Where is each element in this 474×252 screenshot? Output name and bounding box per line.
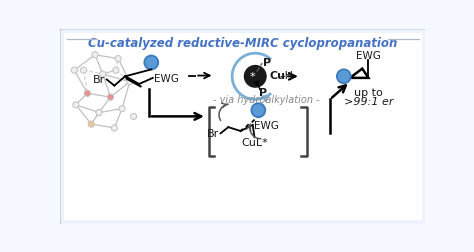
Circle shape xyxy=(100,72,106,78)
Circle shape xyxy=(71,68,77,74)
FancyBboxPatch shape xyxy=(60,29,426,225)
FancyBboxPatch shape xyxy=(64,34,421,220)
Text: *: * xyxy=(249,71,255,81)
Text: - via hydroalkylation -: - via hydroalkylation - xyxy=(213,95,319,105)
Circle shape xyxy=(115,56,121,62)
Text: P: P xyxy=(263,57,271,68)
Circle shape xyxy=(119,106,125,112)
Circle shape xyxy=(127,79,133,85)
Circle shape xyxy=(145,56,158,70)
Text: –H: –H xyxy=(280,71,294,80)
Text: CuL*: CuL* xyxy=(241,137,268,147)
Circle shape xyxy=(245,66,266,88)
Circle shape xyxy=(84,91,91,97)
Circle shape xyxy=(108,95,114,101)
Circle shape xyxy=(92,52,98,59)
Text: EWG: EWG xyxy=(255,120,279,130)
Text: EWG: EWG xyxy=(155,74,179,84)
Text: EWG: EWG xyxy=(356,51,381,61)
Circle shape xyxy=(88,121,94,128)
Text: up to: up to xyxy=(354,88,383,98)
Circle shape xyxy=(96,110,102,116)
Text: Cu-catalyzed reductive-MIRC cyclopropanation: Cu-catalyzed reductive-MIRC cyclopropana… xyxy=(88,37,398,50)
Circle shape xyxy=(81,68,87,74)
Circle shape xyxy=(130,114,137,120)
Text: Br: Br xyxy=(207,129,219,139)
Text: P: P xyxy=(259,87,267,97)
Text: >99:1 er: >99:1 er xyxy=(344,96,393,106)
Circle shape xyxy=(73,102,79,108)
Circle shape xyxy=(111,125,118,132)
Circle shape xyxy=(251,104,265,118)
Text: Cu: Cu xyxy=(269,71,285,80)
Circle shape xyxy=(113,68,119,74)
Circle shape xyxy=(337,70,351,84)
Text: Br: Br xyxy=(93,75,105,85)
